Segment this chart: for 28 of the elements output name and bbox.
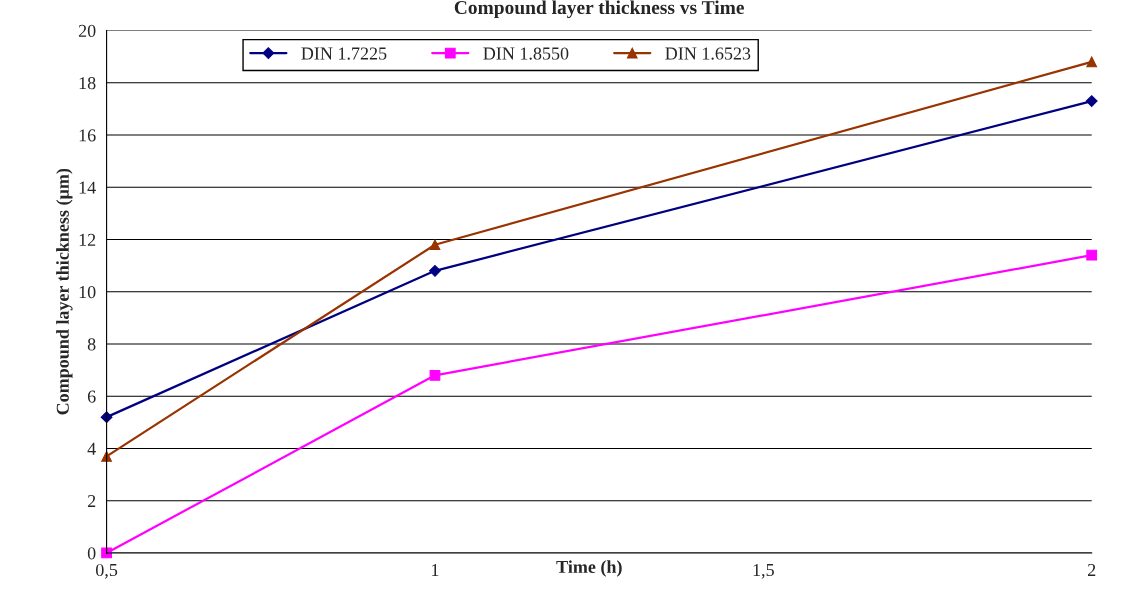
y-tick-label: 16 [79,129,96,142]
y-tick-label: 0 [87,547,96,560]
y-tick-label: 20 [78,24,96,37]
y-tick-label: 8 [87,338,96,351]
x-tick-label: 1,5 [753,563,774,579]
x-tick-label: 0,5 [95,563,118,579]
point [429,239,441,251]
y-tick-label: 2 [87,495,96,507]
legend-label: DIN 1.6523 [665,47,751,60]
y-tick-label: 14 [79,181,96,194]
x-axis-title: Time (h) [556,560,622,577]
point [429,369,441,381]
y-tick-label: 4 [87,442,96,455]
y-tick-label: 6 [87,390,96,403]
y-tick-label: 12 [79,233,96,246]
point [101,450,112,462]
y-tick-label: 10 [79,286,96,299]
chart-title: Compound layer thickness vs Time [454,0,744,19]
x-tick-label: 1 [432,563,439,576]
legend-label: DIN 1.7225 [301,47,387,60]
legend-label: DIN 1.8550 [483,47,569,60]
y-tick-label: 18 [79,77,96,90]
y-axis-title: Compound layer thickness (µm) [56,168,73,415]
x-tick-label: 2 [1087,563,1096,576]
point [1085,95,1098,107]
point [1086,56,1098,68]
point [429,264,441,277]
point [1086,249,1098,261]
